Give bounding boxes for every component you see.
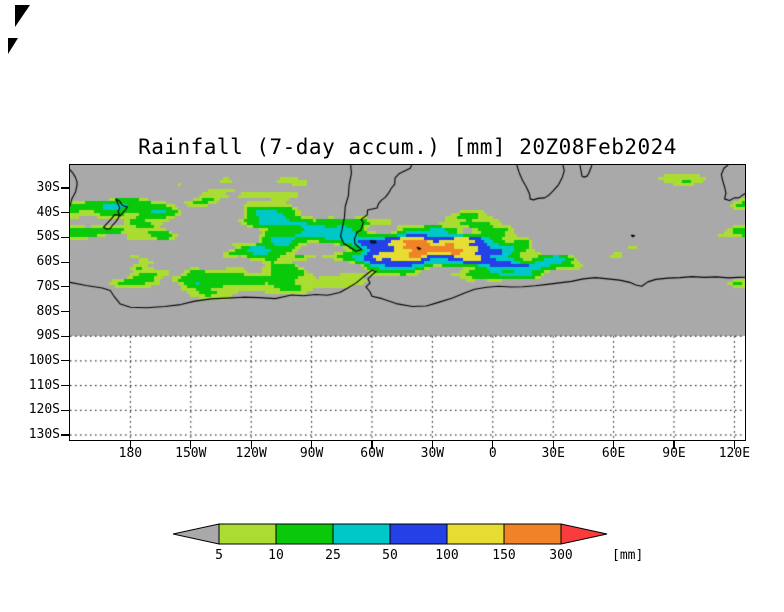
y-axis-tick [61, 261, 70, 263]
y-axis-tick [61, 286, 70, 288]
y-axis-tick [61, 187, 70, 189]
x-axis-tick [311, 441, 313, 449]
x-axis-tick [613, 441, 615, 449]
x-tick-label: 120W [235, 446, 267, 461]
y-axis-tick [61, 434, 70, 436]
y-tick-label: 70S [36, 278, 60, 294]
colorbar-threshold-label: 10 [268, 548, 284, 563]
x-tick-label: 120E [718, 446, 751, 461]
triangle-mark-icon [8, 38, 18, 54]
y-axis-tick [61, 212, 70, 214]
y-tick-label: 120S [28, 402, 60, 418]
colorbar-threshold-label: 100 [435, 548, 459, 563]
y-axis-tick [61, 335, 70, 337]
x-axis-tick [733, 441, 735, 449]
x-tick-label: 30E [541, 446, 565, 461]
colorbar-segment [503, 523, 562, 545]
y-axis-tick [61, 409, 70, 411]
y-tick-label: 130S [28, 427, 60, 442]
colorbar-threshold-label: 5 [215, 548, 223, 563]
y-tick-label: 80S [36, 303, 60, 319]
colorbar-segment [389, 523, 448, 545]
x-tick-label: 90W [299, 446, 324, 461]
y-axis-tick [61, 236, 70, 238]
colorbar-threshold-label: 300 [549, 548, 573, 563]
colorbar-threshold-label: 150 [492, 548, 516, 563]
colorbar-arrow-right [560, 523, 608, 545]
x-tick-label: 180 [118, 446, 143, 461]
y-axis-tick [61, 360, 70, 362]
y-axis-tick [61, 385, 70, 387]
chart-title: Rainfall (7-day accum.) [mm] 20Z08Feb202… [138, 135, 677, 159]
x-axis-tick [552, 441, 554, 449]
x-tick-label: 60W [360, 446, 384, 461]
x-axis-tick [190, 441, 192, 449]
colorbar-segment [332, 523, 391, 545]
rainfall-map-canvas [70, 165, 745, 440]
plot-frame [69, 164, 746, 441]
colorbar-threshold-label: 50 [382, 548, 398, 563]
x-tick-label: 150W [175, 446, 207, 461]
mouse-cursor-icon [15, 5, 30, 27]
colorbar-threshold-label: 25 [325, 548, 341, 563]
x-axis-tick [492, 441, 494, 449]
y-tick-label: 110S [28, 377, 60, 393]
x-axis-tick [129, 441, 131, 449]
y-tick-label: 90S [36, 328, 60, 344]
x-axis-tick [431, 441, 433, 449]
y-tick-label: 60S [36, 254, 60, 270]
x-axis-tick [250, 441, 252, 449]
colorbar-units-label: [mm] [612, 548, 644, 563]
y-tick-label: 50S [36, 229, 60, 245]
x-axis-tick [371, 441, 373, 449]
x-tick-label: 0 [488, 446, 497, 461]
x-axis-tick [673, 441, 675, 449]
colorbar-segment [446, 523, 505, 545]
colorbar-segment [275, 523, 334, 545]
colorbar-segment [218, 523, 277, 545]
colorbar-legend [173, 523, 608, 545]
x-tick-label: 30W [420, 446, 445, 461]
colorbar-arrow-left [173, 523, 220, 545]
y-tick-label: 100S [28, 352, 60, 368]
y-tick-label: 40S [36, 204, 60, 220]
y-axis-tick [61, 310, 70, 313]
x-tick-label: 90E [662, 446, 686, 461]
x-tick-label: 60E [601, 446, 626, 461]
y-tick-label: 30S [36, 180, 60, 195]
